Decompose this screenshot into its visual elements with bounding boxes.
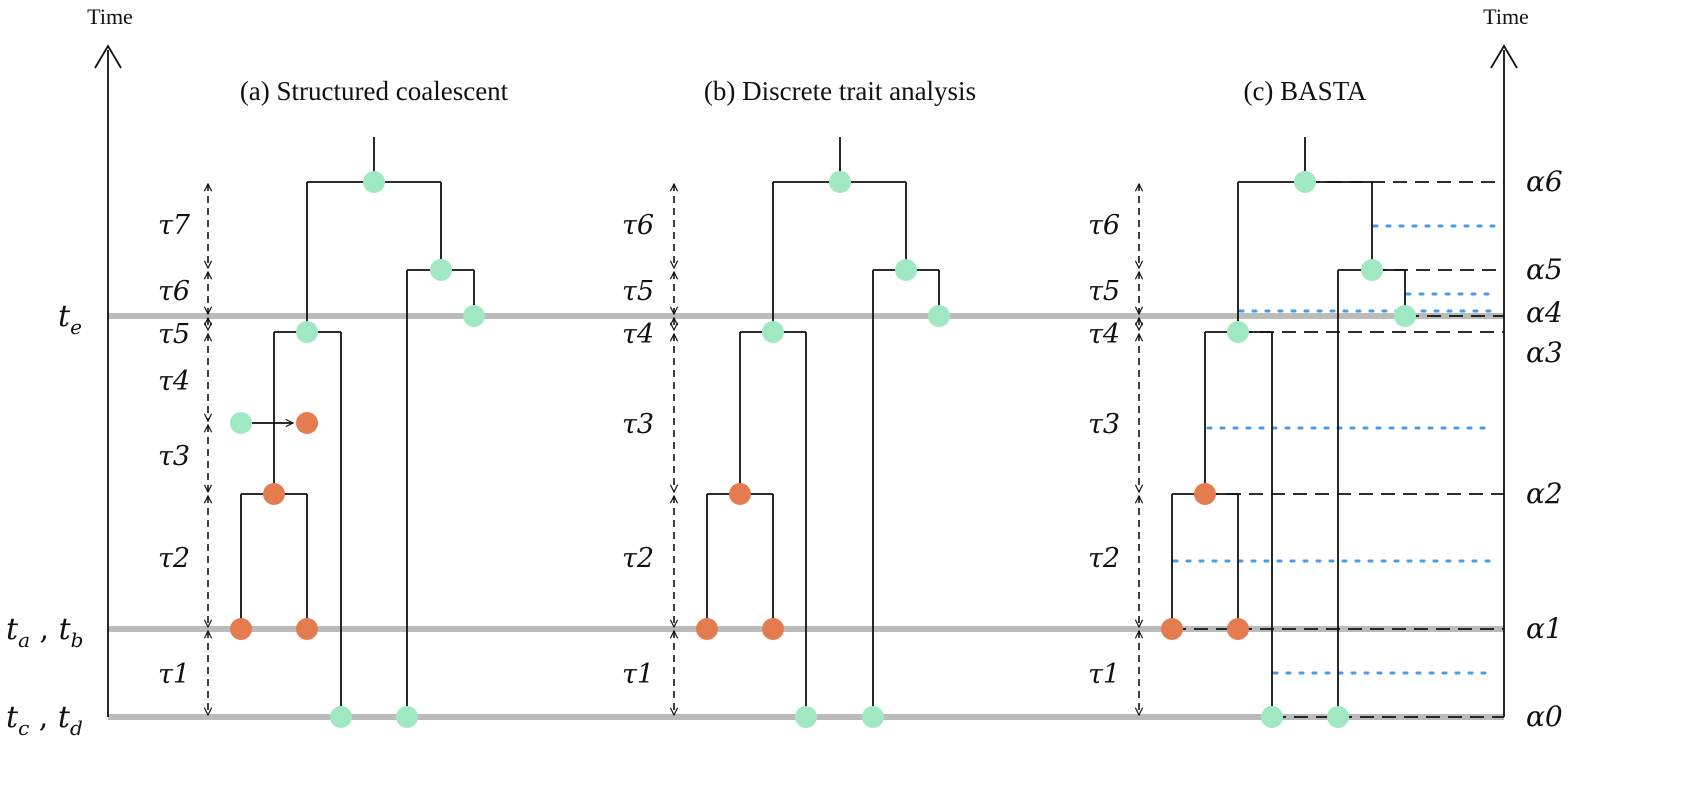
- panel-a-nodes: [230, 171, 485, 728]
- node-green: [928, 305, 950, 327]
- alpha-label: α1: [1526, 612, 1563, 645]
- node-orange: [230, 618, 252, 640]
- tau-label: τ2: [1088, 543, 1120, 574]
- tau-label: τ7: [158, 210, 191, 241]
- alpha-labels: α6 α5 α4 α3 α2 α1 α0: [1526, 165, 1563, 733]
- panel-b-nodes: [696, 171, 950, 728]
- tau-label: τ5: [622, 276, 654, 307]
- node-orange: [729, 483, 751, 505]
- node-green: [296, 321, 318, 343]
- node-green: [230, 412, 252, 434]
- panel-b-title: (b) Discrete trait analysis: [704, 76, 976, 106]
- time-label-tcd: tc , td: [6, 700, 83, 740]
- tau-label: τ1: [622, 659, 654, 690]
- node-green: [430, 259, 452, 281]
- panel-b-tau-labels: τ6 τ5 τ4 τ3 τ2 τ1: [622, 210, 654, 690]
- panel-c-title: (c) BASTA: [1243, 76, 1367, 106]
- panel-c-nodes: [1161, 171, 1416, 728]
- alpha-label: α4: [1526, 296, 1563, 329]
- tau-label: τ1: [158, 659, 190, 690]
- tau-label: τ3: [622, 409, 654, 440]
- node-green: [1261, 706, 1283, 728]
- node-orange: [762, 618, 784, 640]
- tau-label: τ5: [1088, 276, 1120, 307]
- right-time-axis: Time: [1483, 4, 1529, 717]
- time-label-te: te: [58, 299, 82, 339]
- node-orange: [1194, 483, 1216, 505]
- node-orange: [296, 618, 318, 640]
- node-orange: [296, 412, 318, 434]
- tau-label: τ4: [1088, 319, 1120, 350]
- time-label-tab: ta , tb: [6, 612, 83, 652]
- node-green: [1294, 171, 1316, 193]
- svg-text:te: te: [58, 299, 82, 339]
- node-green: [862, 706, 884, 728]
- alpha-label: α5: [1526, 253, 1563, 286]
- tau-label: τ5: [158, 319, 190, 350]
- panel-c-blue-dotted-lines: [1172, 224, 1496, 675]
- alpha-label: α6: [1526, 165, 1563, 198]
- left-axis-arrow-icon: [94, 44, 122, 69]
- panel-a-title: (a) Structured coalescent: [240, 76, 509, 106]
- tau-label: τ3: [158, 441, 190, 472]
- tau-label: τ6: [622, 210, 654, 241]
- node-green: [1361, 259, 1383, 281]
- svg-text:ta , tb: ta , tb: [6, 612, 83, 652]
- node-green: [895, 259, 917, 281]
- node-green: [363, 171, 385, 193]
- node-green: [463, 305, 485, 327]
- tau-label: τ2: [158, 543, 190, 574]
- right-axis-label: Time: [1483, 4, 1529, 29]
- alpha-label: α0: [1526, 700, 1563, 733]
- node-orange: [263, 483, 285, 505]
- tau-label: τ4: [158, 366, 190, 397]
- tau-label: τ4: [622, 319, 654, 350]
- tau-label: τ6: [1088, 210, 1120, 241]
- node-orange: [696, 618, 718, 640]
- tau-label: τ6: [158, 276, 190, 307]
- panel-c-tau-labels: τ6 τ5 τ4 τ3 τ2 τ1: [1088, 210, 1120, 690]
- node-green: [1394, 305, 1416, 327]
- tau-label: τ2: [622, 543, 654, 574]
- svg-text:tc , td: tc , td: [6, 700, 83, 740]
- node-orange: [1161, 618, 1183, 640]
- left-time-axis: Time: [87, 4, 133, 717]
- right-axis-arrow-icon: [1490, 44, 1518, 69]
- tau-label: τ1: [1088, 659, 1120, 690]
- panel-a-tau-labels: τ7 τ6 τ5 τ4 τ3 τ2 τ1: [158, 210, 191, 690]
- node-green: [330, 706, 352, 728]
- node-orange: [1227, 618, 1249, 640]
- tau-label: τ3: [1088, 409, 1120, 440]
- node-green: [829, 171, 851, 193]
- alpha-label: α3: [1526, 336, 1563, 369]
- node-green: [396, 706, 418, 728]
- node-green: [1327, 706, 1349, 728]
- alpha-label: α2: [1526, 477, 1563, 510]
- node-green: [795, 706, 817, 728]
- node-green: [1227, 321, 1249, 343]
- left-axis-label: Time: [87, 4, 133, 29]
- node-green: [762, 321, 784, 343]
